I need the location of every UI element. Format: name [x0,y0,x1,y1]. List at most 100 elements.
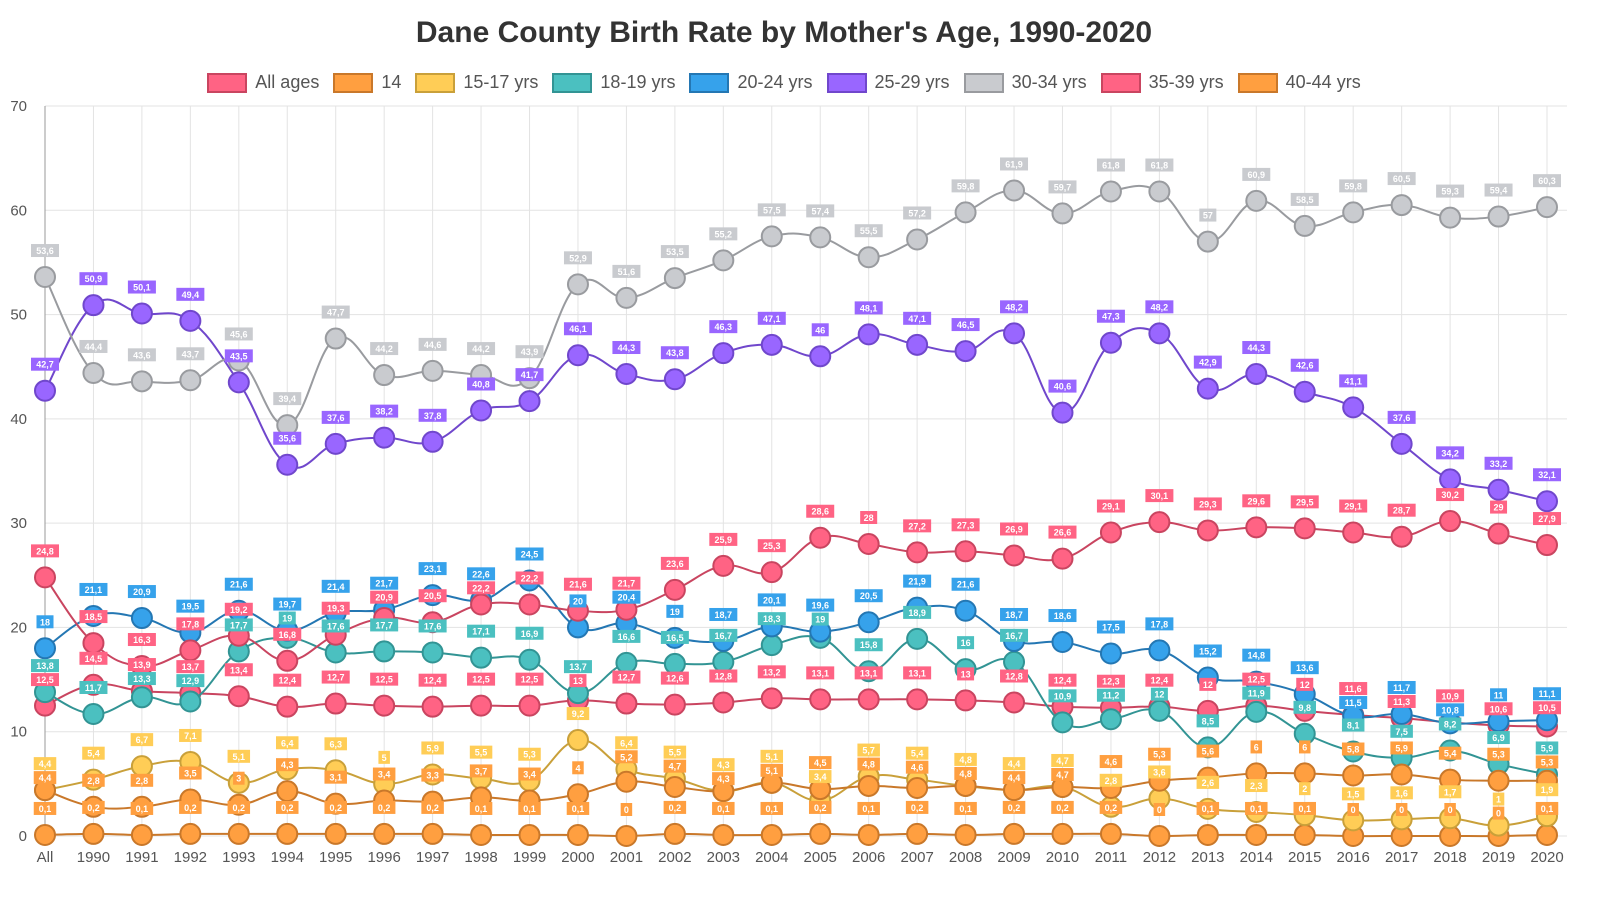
data-label: 4,7 [1056,756,1069,766]
data-point [809,226,832,249]
series-line [44,683,1548,728]
data-label-bg [370,404,399,418]
data-point [227,822,250,845]
data-label: 4,4 [39,759,52,769]
data-label-bg [615,750,638,764]
data-label-bg [854,589,883,603]
legend-item[interactable]: 30-34 yrs [963,72,1087,93]
data-label: 0 [1157,805,1162,815]
legend-item[interactable]: All ages [207,72,319,93]
x-tick-label: 2017 [1385,849,1418,866]
data-label-bg [1196,801,1220,815]
data-label-bg [82,800,105,814]
data-label: 4,4 [39,773,52,783]
series-25-29-yrs [34,294,1558,513]
data-point [809,345,832,368]
data-label-bg [903,206,932,220]
data-label-bg [854,224,883,238]
data-point [421,430,444,453]
data-label: 48,2 [1005,302,1023,312]
data-label: 37,8 [424,411,442,421]
data-label: 5,8 [1347,745,1360,755]
data-point [421,359,444,382]
data-point [615,692,638,715]
data-point [566,783,589,806]
data-label-bg [79,680,108,694]
data-label-bg [127,348,156,362]
data-label: 9,2 [572,709,585,719]
data-label-bg [469,745,493,759]
data-labels: 53,642,724,81813,812,54,44,40,150,944,42… [31,157,1561,820]
data-label-bg [321,305,350,319]
data-point [276,695,299,718]
legend-item[interactable]: 18-19 yrs [552,72,675,93]
data-label: 5,1 [233,752,246,762]
legend-item[interactable]: 25-29 yrs [826,72,950,93]
data-point [566,344,589,367]
data-label: 55,2 [715,229,733,239]
series-40-44-yrs [34,762,1558,818]
data-point [906,627,929,650]
data-label-bg [276,800,299,814]
data-label: 0,2 [87,803,100,813]
data-label: 40,6 [1054,382,1072,392]
data-label-bg [518,801,541,815]
x-tick-label: 2005 [804,849,837,866]
data-label: 42,7 [36,360,54,370]
data-label: 19,6 [811,601,829,611]
data-label-bg [757,612,786,626]
data-point [1342,201,1365,224]
data-label-bg [324,800,347,814]
data-label-bg [467,342,496,356]
data-label: 26,9 [1005,524,1023,534]
data-label: 44,6 [424,340,442,350]
y-tick-label: 10 [10,724,27,741]
data-label-bg [370,618,399,632]
data-label: 21,7 [375,579,393,589]
data-label-bg [79,339,108,353]
series-line [44,771,1548,810]
data-point [1487,205,1510,228]
data-point [809,822,832,845]
data-label: 12,8 [1005,672,1023,682]
data-point [566,823,589,846]
legend-item[interactable]: 20-24 yrs [689,72,813,93]
legend-label: 25-29 yrs [874,72,950,92]
legend: All ages 14 15-17 yrs 18-19 yrs 20-24 yrs 25-… [0,72,1568,93]
data-point [1439,510,1462,533]
data-point [615,363,638,386]
data-label: 61,8 [1102,161,1120,171]
legend-swatch [1237,72,1278,93]
data-label-bg [176,347,205,361]
data-point [373,822,396,845]
data-point [954,540,977,563]
y-tick-label: 70 [10,98,27,115]
data-label-bg [709,669,738,683]
data-point [1148,825,1171,847]
data-point [518,823,541,846]
data-label-bg [1339,179,1368,193]
data-label: 12 [1300,680,1310,690]
legend-item[interactable]: 15-17 yrs [415,72,538,93]
data-label: 50,1 [133,283,151,293]
legend-item[interactable]: 35-39 yrs [1100,72,1224,93]
data-point [1293,823,1316,846]
data-point [760,823,783,846]
data-label: 40,8 [472,380,490,390]
data-label-bg [1436,689,1465,703]
data-label: 13,1 [811,668,829,678]
data-point [276,822,299,845]
data-point [857,611,880,634]
data-label-bg [321,670,350,684]
data-label-bg [515,571,544,585]
data-label: 19 [282,614,292,624]
data-label: 47,1 [908,314,926,324]
x-tick-label: 2004 [755,849,788,866]
data-label: 3,7 [475,766,488,776]
data-label: 47,7 [327,308,345,318]
data-point [1003,544,1026,567]
legend-item[interactable]: 14 [333,72,401,93]
y-tick-label: 0 [19,828,27,845]
data-label-bg [467,567,496,581]
legend-item[interactable]: 40-44 yrs [1237,72,1361,93]
